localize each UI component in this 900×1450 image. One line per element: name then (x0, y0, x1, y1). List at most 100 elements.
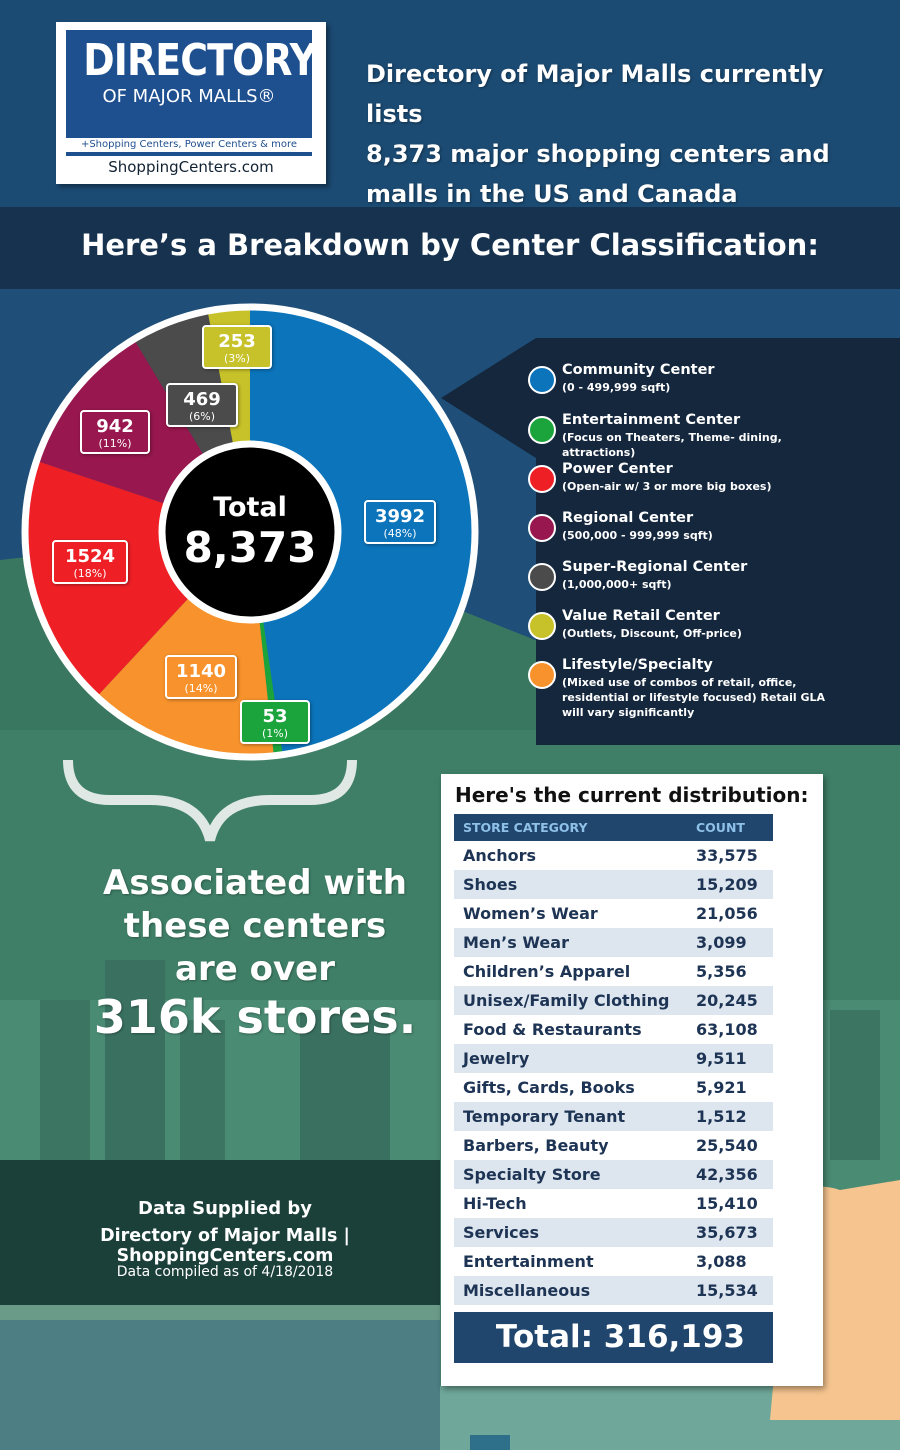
table-row: Jewelry 9,511 (454, 1044, 773, 1073)
slice-percent: (11%) (98, 437, 132, 450)
logo-subtitle: OF MAJOR MALLS® (102, 86, 276, 107)
pie-center-value: 8,373 (184, 523, 317, 572)
credit-date: Data compiled as of 4/18/2018 (116, 1264, 334, 1280)
row-count: 63,108 (696, 1020, 758, 1039)
row-count: 15,209 (696, 875, 758, 894)
row-count: 20,245 (696, 991, 758, 1010)
column-header-category: STORE CATEGORY (463, 820, 588, 835)
slice-percent: (3%) (223, 352, 251, 365)
logo-site: ShoppingCenters.com (108, 158, 274, 176)
column-header-count: COUNT (696, 820, 745, 835)
legend-name: Regional Center (562, 510, 694, 526)
row-count: 15,534 (696, 1281, 758, 1300)
row-count: 21,056 (696, 904, 758, 923)
slice-percent: (14%) (184, 682, 218, 695)
row-category: Entertainment (463, 1252, 594, 1271)
pie-center-label: Total (213, 492, 287, 523)
row-category: Barbers, Beauty (463, 1136, 609, 1155)
table-header: STORE CATEGORY COUNT (454, 814, 773, 841)
row-count: 3,088 (696, 1252, 747, 1271)
legend-desc: (Outlets, Discount, Off-price) (562, 627, 742, 640)
slice-percent: (1%) (261, 727, 289, 740)
table-row: Specialty Store 42,356 (454, 1160, 773, 1189)
legend-swatch (528, 366, 556, 394)
slice-value: 1140 (175, 661, 227, 682)
legend-swatch (528, 465, 556, 493)
legend-name: Value Retail Center (562, 608, 720, 624)
legend-swatch (528, 563, 556, 591)
row-category: Unisex/Family Clothing (463, 991, 670, 1010)
intro-text: Directory of Major Malls currently lists… (366, 54, 876, 214)
legend-name: Power Center (562, 461, 673, 477)
legend-panel: Community Center (0 - 499,999 sqft) Entert… (441, 338, 900, 745)
associated-line: these centers (123, 906, 387, 946)
row-category: Men’s Wear (463, 933, 569, 952)
row-category: Children’s Apparel (463, 962, 631, 981)
section-band (0, 207, 900, 289)
row-count: 5,356 (696, 962, 747, 981)
row-category: Food & Restaurants (463, 1020, 642, 1039)
row-count: 25,540 (696, 1136, 758, 1155)
slice-label: 3992 (48%) (364, 500, 436, 544)
pie-slice (250, 307, 476, 755)
logo-tagline: +Shopping Centers, Power Centers & more (66, 138, 312, 152)
table-row: Entertainment 3,088 (454, 1247, 773, 1276)
pie-center (158, 440, 342, 624)
row-category: Miscellaneous (463, 1281, 591, 1300)
table-total-text: Total: 316,193 (495, 1319, 745, 1355)
intro-line: Directory of Major Malls currently lists (366, 60, 824, 128)
legend-name: Lifestyle/Specialty (562, 657, 713, 673)
slice-value: 3992 (374, 506, 426, 527)
credit-line-1: Data Supplied by (138, 1198, 312, 1219)
row-count: 5,921 (696, 1078, 747, 1097)
slice-percent: (48%) (383, 527, 417, 540)
table-row: Temporary Tenant 1,512 (454, 1102, 773, 1131)
associated-stores: 316k stores. (93, 990, 417, 1044)
table-row: Women’s Wear 21,056 (454, 899, 773, 928)
table-total: Total: 316,193 (454, 1312, 773, 1363)
table-row: Barbers, Beauty 25,540 (454, 1131, 773, 1160)
row-count: 35,673 (696, 1223, 758, 1242)
legend-desc: (1,000,000+ sqft) (562, 578, 672, 591)
section-title: Here’s a Breakdown by Center Classificat… (81, 228, 819, 262)
table-row: Unisex/Family Clothing 20,245 (454, 986, 773, 1015)
intro-line: malls in the US and Canada (366, 180, 738, 208)
row-count: 3,099 (696, 933, 747, 952)
slice-value: 469 (183, 389, 221, 410)
slice-label: 53 (1%) (240, 700, 310, 744)
slice-value: 53 (262, 706, 288, 727)
slice-percent: (6%) (188, 410, 216, 423)
legend-desc: (500,000 - 999,999 sqft) (562, 529, 713, 542)
slice-label: 942 (11%) (80, 410, 150, 454)
legend-desc: (0 - 499,999 sqft) (562, 381, 671, 394)
row-category: Gifts, Cards, Books (463, 1078, 635, 1097)
row-count: 42,356 (696, 1165, 758, 1184)
associated-line: are over (175, 949, 335, 989)
credit-line-2: Directory of Major Malls | ShoppingCente… (100, 1226, 350, 1266)
table-row: Children’s Apparel 5,356 (454, 957, 773, 986)
legend-pointer (441, 338, 536, 458)
table-row: Anchors 33,575 (454, 841, 773, 870)
slice-label: 253 (3%) (202, 325, 272, 369)
intro-line: 8,373 major shopping centers and (366, 140, 830, 168)
slice-label: 1524 (18%) (52, 540, 128, 584)
slice-value: 1524 (64, 546, 116, 567)
legend-desc: (Focus on Theaters, Theme- dining, attra… (562, 431, 782, 459)
table-row: Miscellaneous 15,534 (454, 1276, 773, 1305)
slice-percent: (18%) (73, 567, 107, 580)
row-category: Temporary Tenant (463, 1107, 626, 1126)
table-row: Food & Restaurants 63,108 (454, 1015, 773, 1044)
row-count: 9,511 (696, 1049, 747, 1068)
legend-swatch (528, 416, 556, 444)
table-row: Shoes 15,209 (454, 870, 773, 899)
slice-label: 1140 (14%) (165, 655, 237, 699)
logo-title: DIRECTORY (83, 35, 317, 86)
legend-swatch (528, 612, 556, 640)
logo: DIRECTORY OF MAJOR MALLS® +Shopping Cent… (56, 22, 326, 184)
row-category: Shoes (463, 875, 518, 894)
row-category: Specialty Store (463, 1165, 601, 1184)
credit-panel (0, 1160, 440, 1305)
table-title: Here's the current distribution: (455, 783, 809, 807)
legend-desc: (Open-air w/ 3 or more big boxes) (562, 480, 772, 493)
table-row: Services 35,673 (454, 1218, 773, 1247)
